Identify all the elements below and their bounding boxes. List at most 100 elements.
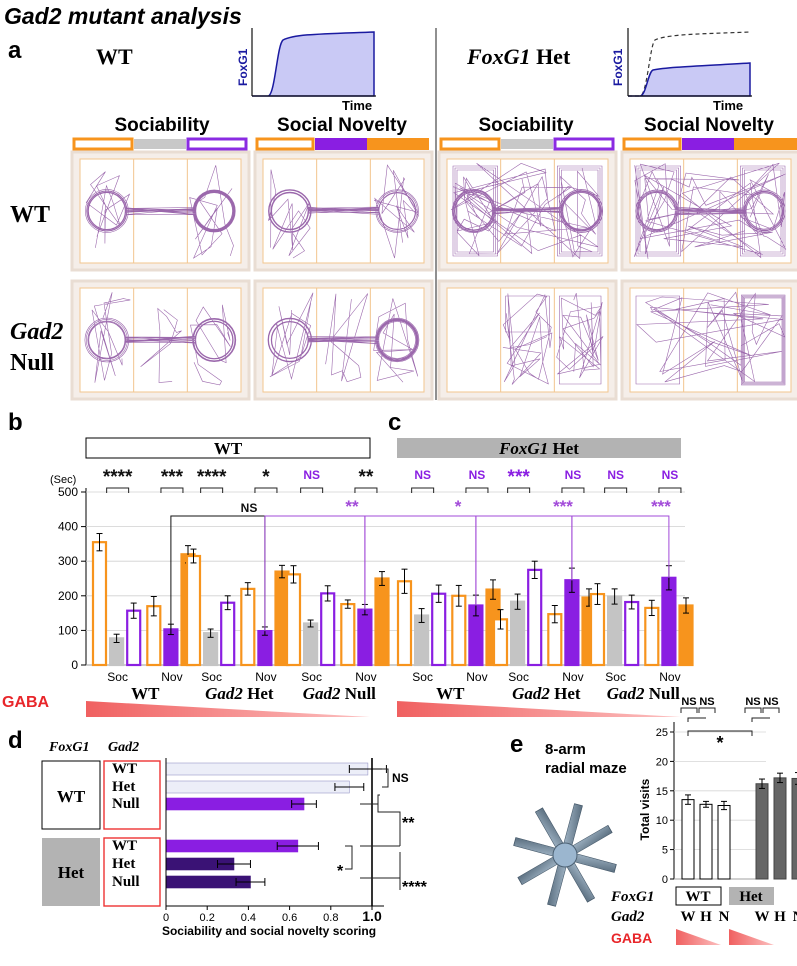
d-box-het-label: Het [58,863,85,882]
panel-a-wt-header: WT [96,44,133,69]
bc-xtick-label: Nov [255,670,276,684]
panel-b-header: WT [214,439,243,458]
d-bracket-2star [360,794,401,847]
e-bar [699,803,713,880]
panel-b-letter: b [8,409,23,436]
e-box-het-label: Het [739,889,762,905]
connector-label: ** [345,497,359,516]
e-bar [791,777,797,880]
group-connector [571,515,670,581]
sig-bracket [507,487,531,493]
d-row-label: Null [112,874,140,890]
sig-bracket [411,487,435,493]
foxg1-inset-wt: FoxG1 Time [236,28,376,113]
group-label-rest: Het [243,684,274,703]
bar-b-soc1-2 [220,601,236,667]
trace-box-5 [253,279,434,401]
d-box-wt-label: WT [57,787,86,806]
group-label-rest: WT [436,684,465,703]
chamber-bar-nov-het-right [734,138,797,150]
sig-label: NS [469,468,486,482]
group-label: Gad2 Null [607,684,680,703]
chamber-bar-soc-het-left [439,137,501,151]
bc-ytick-label: 0 [71,658,78,672]
d-xlabel: Sociability and social novelty scoring [162,924,376,938]
radial-maze-illustration [513,803,617,907]
gaba-label-b: GABA [2,694,50,711]
sig-bracket [300,487,324,493]
panel-c-header-italic: FoxG1 [498,439,548,458]
het-header-rest: Het [531,44,571,69]
panel-a-letter: a [8,37,22,64]
e-sig-bracket [680,707,698,713]
e-ylabel: Total visits [638,778,652,840]
chamber-bar-soc-wt-left [72,137,134,151]
bar-c-soc0-2 [431,592,447,667]
panel-c-header-box [397,438,681,458]
e-sig-bracket [744,707,762,713]
row-label-gad2: Gad2 [10,319,63,345]
bar-b-soc2-2 [320,592,336,667]
bc-xtick-label: Soc [301,670,322,684]
group-label-italic: Gad2 [607,684,645,703]
d-box-wt [41,760,101,830]
foxg1-wt-reference-dashed [628,31,751,97]
sig-label: NS [414,468,431,482]
e-gaba-triangle-het [729,929,774,945]
bar-b-soc0-0 [91,541,108,667]
d-xtick-label: 0.2 [200,912,215,924]
mouse-track-path [633,162,787,259]
trace-box-7 [620,279,797,401]
bc-xtick-label: Soc [107,670,128,684]
bc-xtick-label: Soc [605,670,626,684]
bar-c-soc1-2 [527,568,543,667]
maze-label-line2: radial maze [545,760,627,777]
sig-label: *** [161,467,184,488]
e-box-wt [675,886,722,906]
sig-bracket [658,487,682,493]
d-sig-1star: * [337,863,344,880]
maze-label-line1: 8-arm [545,741,586,758]
chamber-bar-nov-het-left [622,137,682,151]
e-ytick-label: 15 [656,786,668,798]
sig-bracket [465,487,489,493]
gaba-triangle-c [397,701,681,717]
group-label-rest: Null [644,684,680,703]
bc-xtick-label: Nov [659,670,680,684]
bar-b-nov1-1 [257,629,273,667]
trace-box-3 [620,150,797,272]
bar-c-soc2-2 [624,600,640,667]
chamber-bar-nov-wt-right [367,138,429,150]
d-xtick-label: 0.4 [241,912,256,924]
sig-label: NS [303,468,320,482]
e-row-foxg1: FoxG1 [610,889,654,905]
trace-box-0 [70,150,251,272]
group-label-italic: Gad2 [205,684,243,703]
chamber-bar-nov-wt-left [255,137,315,151]
d-row-label: WT [112,761,137,777]
maze-center [552,842,578,868]
panel-c-header-rest: Het [548,439,579,458]
group-label-italic: Gad2 [512,684,550,703]
sig-label: **** [103,467,133,488]
e-sig-bracket-star [687,730,753,736]
chamber-bar-soc-wt-right [186,137,248,151]
bc-xtick-label: Soc [412,670,433,684]
bar-c-nov2-2 [678,604,694,667]
e-bar [681,799,695,880]
panel-a-het-header: FoxG1 Het [466,44,571,69]
group-label-rest: Null [340,684,376,703]
panel-c-header: FoxG1 Het [498,439,579,458]
d-row-label: Het [112,856,135,872]
e-sig-bracket [762,707,780,713]
tracking-trace-boxes [70,150,797,401]
row-label-null: Null [10,350,54,376]
maze-arms [513,803,617,907]
e-gaba-triangle-wt [676,929,721,945]
bc-xtick-label: Nov [466,670,487,684]
bar-c-nov1-1 [564,579,580,667]
label-sociability-het: Sociability [478,115,573,136]
group-label-italic: Gad2 [303,684,341,703]
